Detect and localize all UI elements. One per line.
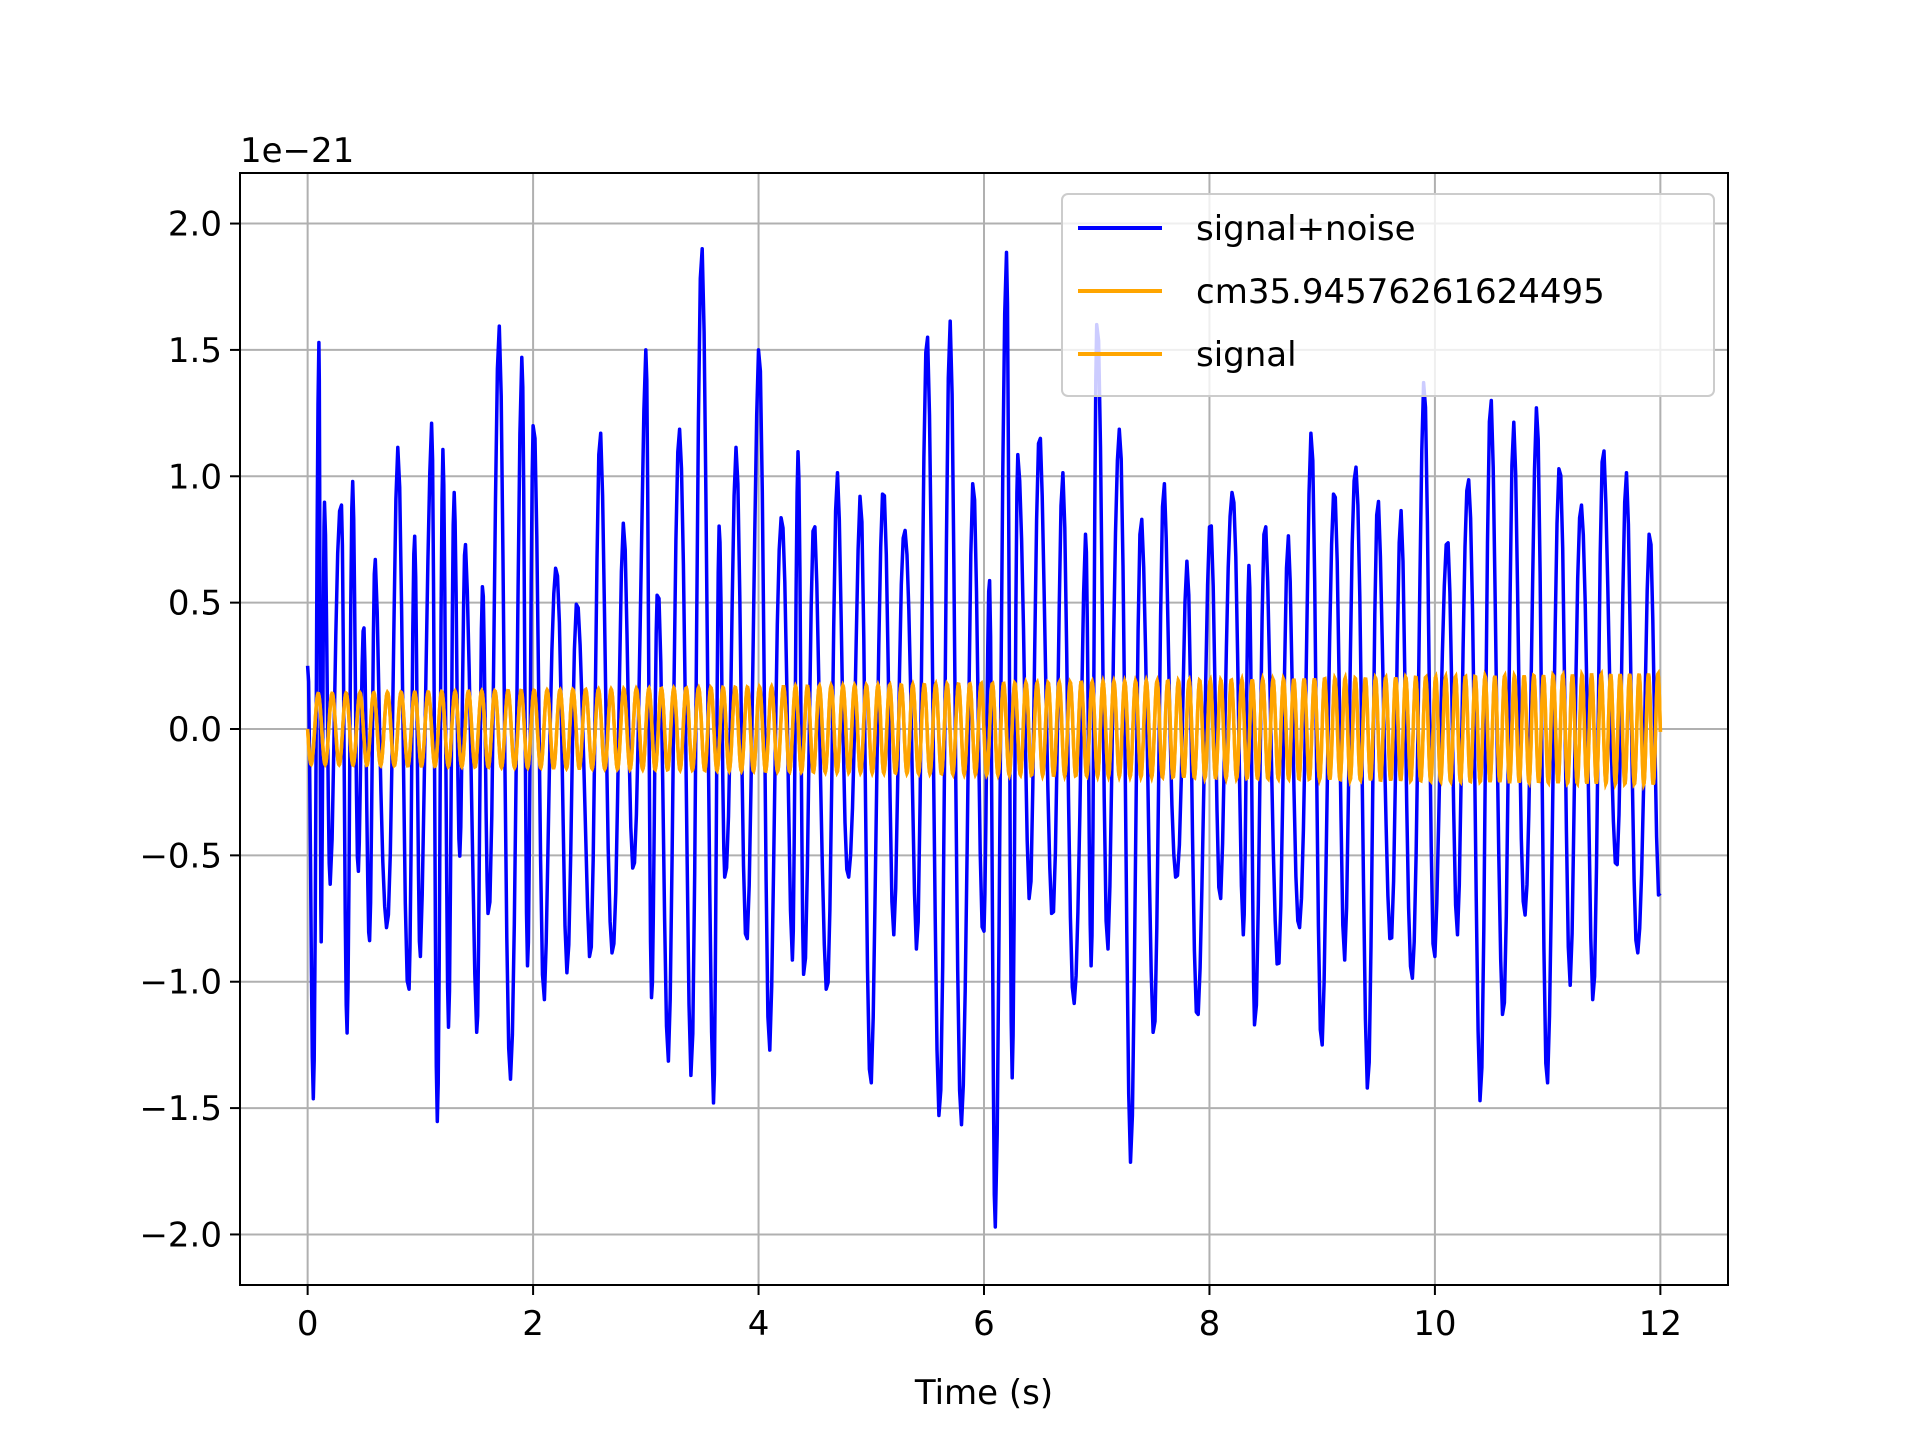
x-axis-ticks: 0 2 4 6 8 10 12: [297, 1285, 1682, 1344]
x-tick-label: 4: [748, 1304, 770, 1344]
y-tick-label: −2.0: [139, 1215, 222, 1255]
legend-label-signal: signal: [1196, 335, 1297, 375]
legend-label-cm: cm35.94576261624495: [1196, 272, 1605, 312]
y-tick-label: 1.5: [168, 331, 222, 371]
x-tick-label: 12: [1639, 1304, 1682, 1344]
y-tick-label: −0.5: [139, 836, 222, 876]
y-tick-label: 0.0: [168, 710, 222, 750]
x-tick-label: 6: [973, 1304, 995, 1344]
x-tick-label: 10: [1413, 1304, 1456, 1344]
y-tick-label: 0.5: [168, 584, 222, 624]
series-line-signal-noise: [305, 247, 1662, 1229]
legend-frame: [1061, 193, 1715, 397]
legend-label-signal-noise: signal+noise: [1196, 209, 1416, 249]
y-tick-label: −1.0: [139, 963, 222, 1003]
y-axis-ticks: −2.0 −1.5 −1.0 −0.5 0.0 0.5 1.0 1.5 2.0: [139, 205, 240, 1255]
x-axis-label: Time (s): [914, 1373, 1053, 1413]
x-tick-label: 2: [522, 1304, 544, 1344]
y-tick-label: 1.0: [168, 457, 222, 497]
series-lines: [305, 247, 1663, 1229]
series-line-signal: [305, 668, 1663, 792]
x-tick-label: 8: [1199, 1304, 1221, 1344]
y-axis-offset-text: 1e−21: [240, 131, 354, 171]
legend: signal+noise cm35.94576261624495 signal: [1061, 193, 1715, 397]
x-tick-label: 0: [297, 1304, 319, 1344]
y-tick-label: 2.0: [168, 205, 222, 245]
y-tick-label: −1.5: [139, 1089, 222, 1129]
